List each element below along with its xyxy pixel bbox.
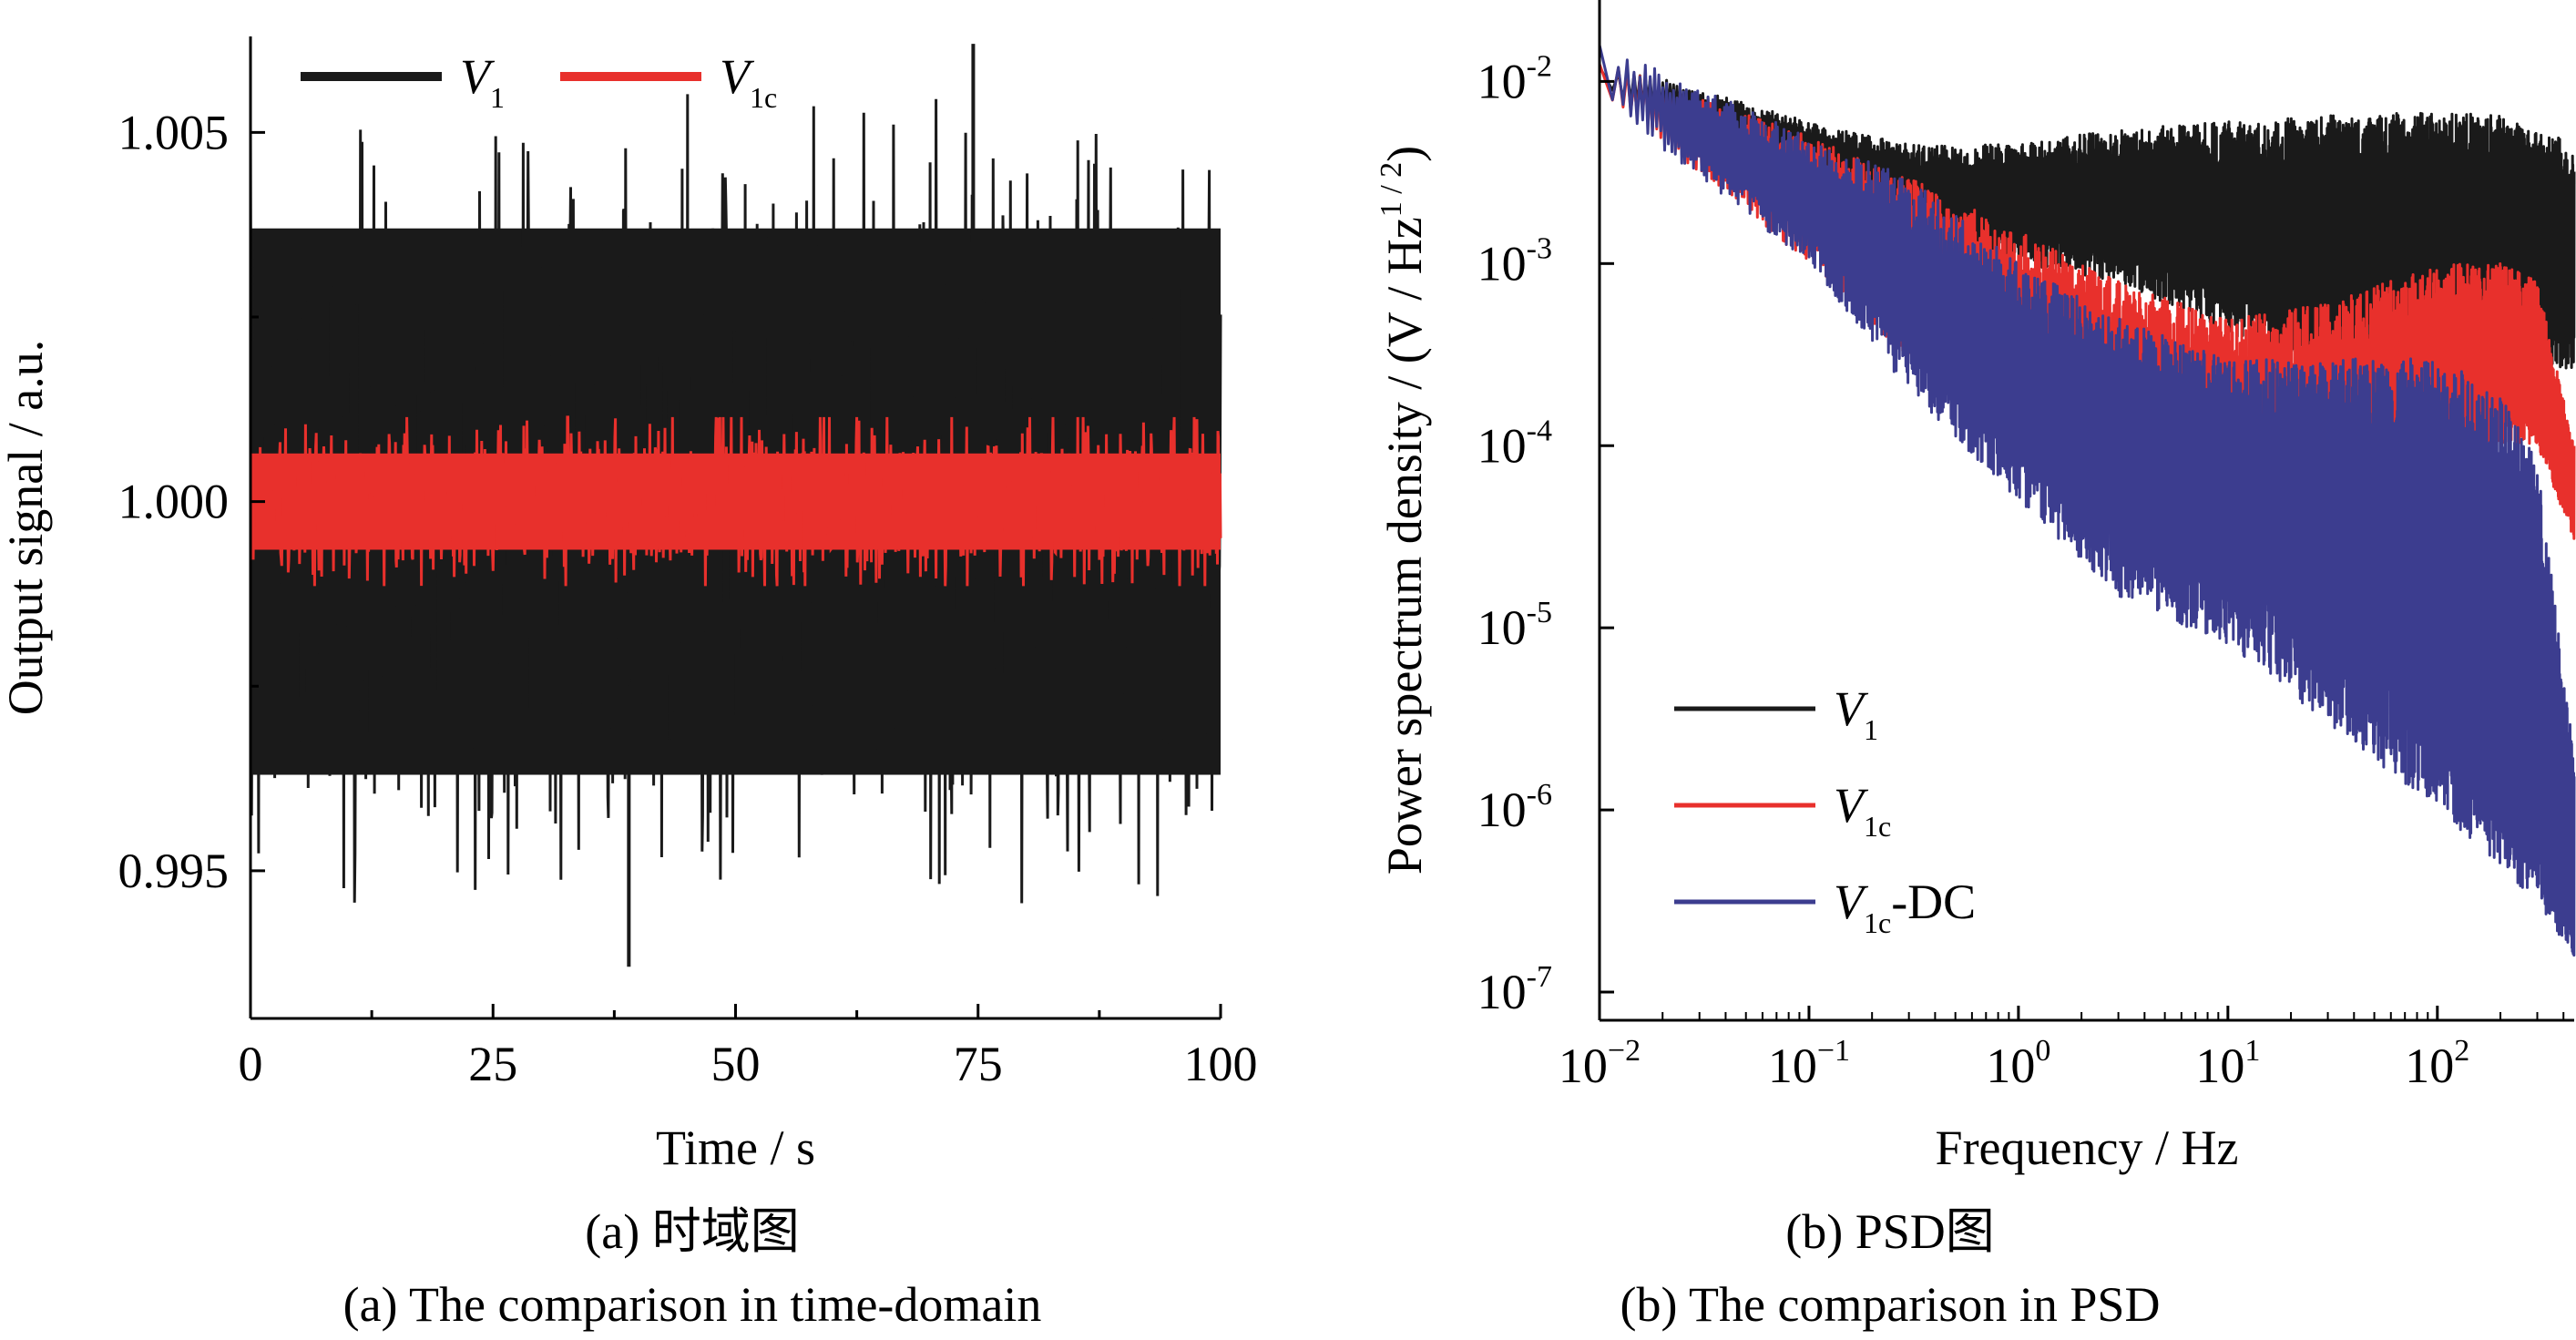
y-axis-label: Power spectrum density / (V / Hz1 / 2) <box>1375 146 1432 875</box>
y-axis-label: Output signal / a.u. <box>0 340 53 715</box>
x-tick-label: 25 <box>468 1037 517 1091</box>
x-axis-label: Frequency / Hz <box>1936 1120 2239 1175</box>
legend-label-V1: V1 <box>1834 681 1878 746</box>
y-tick-label: 10-2 <box>1477 49 1552 108</box>
y-tick-label: 10-6 <box>1477 778 1552 837</box>
x-tick-label: 10−1 <box>1768 1034 1850 1093</box>
legend: V1 V1c <box>301 49 777 114</box>
y-tick-label: 10-4 <box>1477 414 1552 473</box>
series-V1c-DC <box>1598 45 2576 957</box>
y-tick-label: 0.995 <box>118 844 230 898</box>
x-tick-label: 50 <box>711 1037 761 1091</box>
caption-left-cn: (a) 时域图 <box>585 1204 800 1259</box>
legend-label-V1c: V1c <box>720 49 777 114</box>
psd-chart: 10−2 10−1 100 101 102 10-2 10-3 10-4 10-5 10-6 10-… <box>1375 0 2576 1175</box>
x-tick-label: 75 <box>954 1037 1003 1091</box>
x-axis-label: Time / s <box>656 1120 815 1175</box>
time-domain-chart: 0 25 50 75 100 0.995 1.000 1.005 Time / s Output … <box>0 36 1258 1175</box>
caption-right-cn: (b) PSD图 <box>1785 1204 1995 1259</box>
legend: V1 V1c V1c-DC <box>1674 681 1976 939</box>
x-tick-label: 100 <box>1184 1037 1258 1091</box>
series-V1c <box>249 415 1222 587</box>
y-tick-label: 1.005 <box>118 105 230 159</box>
y-tick-label: 10-5 <box>1477 596 1552 655</box>
y-tick-label: 10-7 <box>1477 960 1552 1019</box>
y-tick-label: 10-3 <box>1477 231 1552 291</box>
x-tick-label: 101 <box>2195 1034 2260 1093</box>
x-tick-label: 0 <box>239 1037 263 1091</box>
x-tick-label: 102 <box>2405 1034 2469 1093</box>
caption-left-en: (a) The comparison in time-domain <box>342 1277 1042 1332</box>
legend-label-V1c: V1c <box>1834 778 1891 843</box>
legend-label-V1c-DC: V1c-DC <box>1834 875 1976 939</box>
legend-label-V1: V1 <box>460 49 505 114</box>
caption-right-en: (b) The comparison in PSD <box>1620 1277 2161 1332</box>
y-tick-label: 1.000 <box>118 475 230 529</box>
x-tick-label: 100 <box>1986 1034 2050 1093</box>
x-tick-label: 10−2 <box>1559 1034 1641 1093</box>
